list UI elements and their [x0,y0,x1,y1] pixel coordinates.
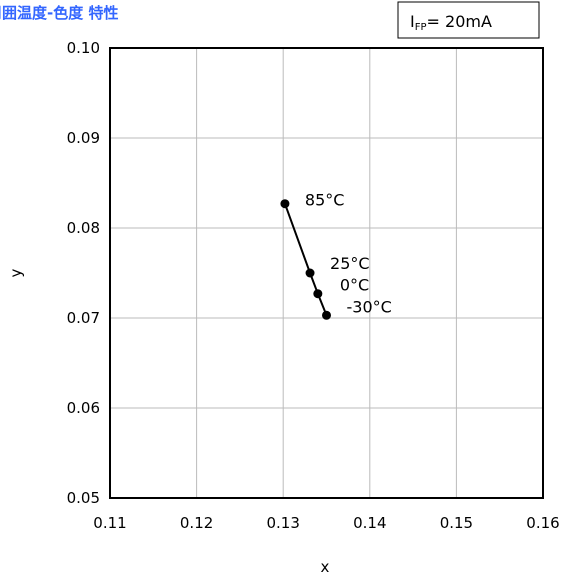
condition-box [397,1,540,39]
x-tick-label: 0.13 [266,514,299,532]
data-point [280,199,290,209]
data-point-label: 0°C [340,276,369,295]
plot-area-frame [109,47,544,499]
data-point [322,310,331,320]
y-tick-label: 0.05 [67,489,100,507]
data-point [313,289,323,299]
y-tick-label: 0.09 [67,129,100,147]
data-point-label: -30°C [347,297,392,316]
y-axis-label: y [7,268,25,277]
data-point-label: 85°C [305,191,345,210]
y-tick-label: 0.10 [67,39,100,57]
x-tick-label: 0.14 [353,514,386,532]
x-tick-label: 0.15 [440,514,473,532]
y-tick-label: 0.08 [67,219,100,237]
y-tick-label: 0.06 [67,399,100,417]
x-tick-label: 0.12 [180,514,213,532]
data-point [305,268,315,278]
series-line [283,203,328,316]
x-axis-label: x [321,558,330,576]
condition-label: IFP= 20mA [410,12,492,33]
x-tick-label: 0.16 [526,514,559,532]
data-point-label: 25°C [330,254,370,273]
grid-lines [109,47,544,499]
y-tick-label: 0.07 [67,309,100,327]
series-layer: 85°C 25°C 0°C -30°C [280,191,392,320]
chart-title: 周囲温度-色度 特性 [0,4,118,22]
y-tick-labels: 0.05 0.06 0.07 0.08 0.09 0.10 [67,39,100,507]
x-tick-label: 0.11 [93,514,126,532]
x-tick-labels: 0.11 0.12 0.13 0.14 0.15 0.16 [93,514,559,532]
